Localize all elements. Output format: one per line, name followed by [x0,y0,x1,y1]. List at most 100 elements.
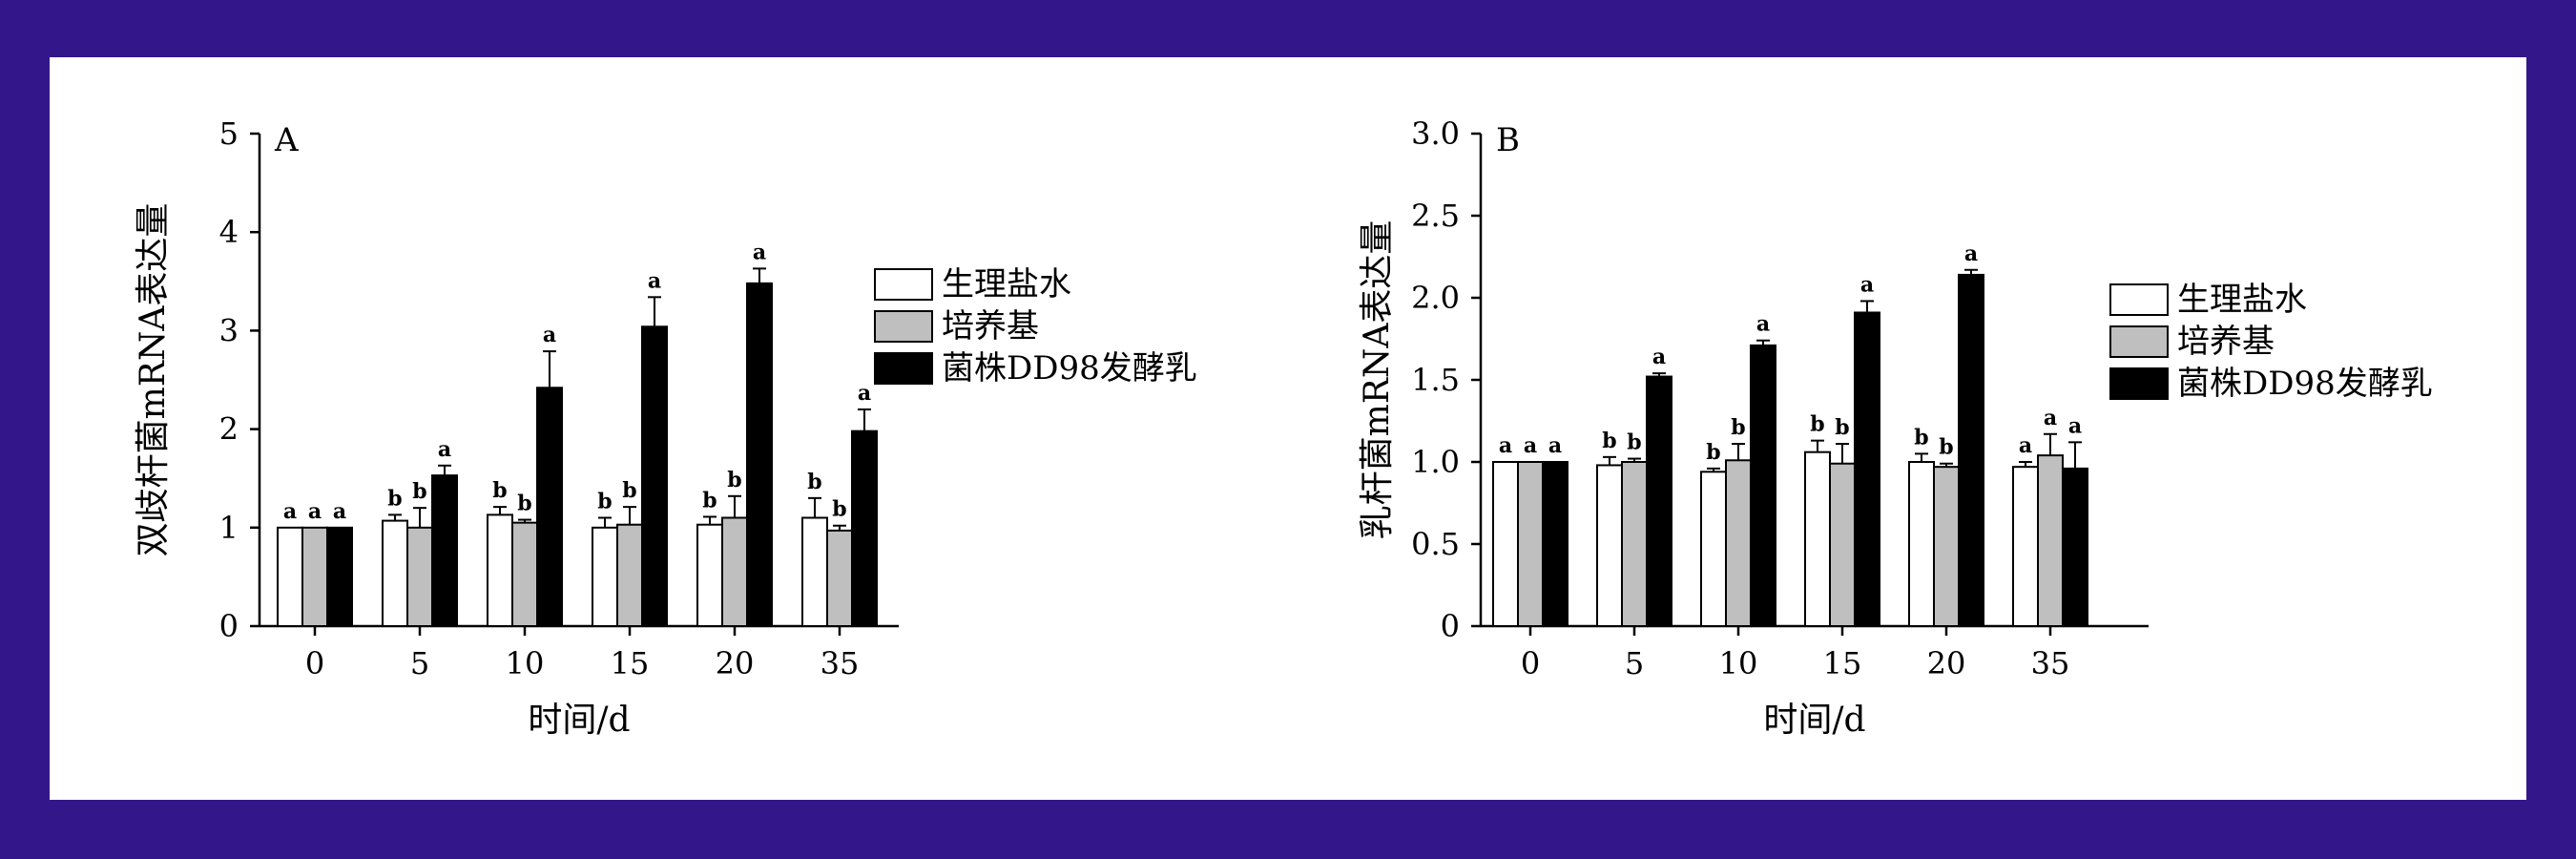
bar-1 [1492,461,1519,627]
significance-letter: a [283,499,297,524]
bar-1 [1908,461,1935,627]
bar-3 [2062,467,2088,627]
x-tick-label: 10 [1719,645,1758,681]
bar-3 [326,526,353,627]
y-tick-label: 4 [219,214,239,250]
x-axis-title: 时间/d [1763,701,1865,740]
significance-letter: a [1860,272,1874,297]
legend-label: 菌株DD98发酵乳 [942,349,1197,388]
significance-letter: a [1524,433,1537,458]
bar-3 [1958,273,1984,627]
bar-1 [487,513,513,627]
bar-3 [1750,344,1776,627]
significance-letter: b [702,488,717,513]
bar-2 [2037,454,2064,627]
bar-2 [1725,459,1752,627]
legend-swatch [2109,283,2169,316]
bar-2 [406,526,433,627]
figure-panel: 0 1 2 3 4 5 A 双歧杆菌mRNA表达量 0 a a a 5 b b a 10 b b a 15 b b a 20 b b… [50,57,2526,800]
legend-swatch [874,310,933,343]
x-tick-label: 15 [1823,645,1862,681]
bar-2 [616,523,643,628]
legend-label: 菌株DD98发酵乳 [2177,365,2433,403]
legend-label: 培养基 [2177,323,2275,361]
x-tick-label: 15 [611,645,650,681]
y-tick-label: 5 [219,115,239,152]
significance-letter: b [1835,415,1849,440]
bar-2 [1829,462,1856,627]
x-tick-label: 35 [821,645,860,681]
significance-letter: a [308,499,322,524]
significance-letter: a [1548,433,1562,458]
y-tick-label: 2 [219,411,239,448]
bar-2 [721,516,748,628]
bar-1 [2012,466,2039,627]
significance-letter: b [1939,435,1953,460]
y-tick-label: 3 [219,312,239,348]
significance-letter: b [597,489,612,513]
significance-letter: a [438,437,451,462]
significance-letter: b [1810,412,1824,437]
y-tick-label: 1 [219,510,239,546]
significance-letter: b [1731,415,1745,440]
x-tick-label: 10 [506,645,545,681]
bar-2 [1621,461,1648,627]
significance-letter: b [1706,440,1720,465]
bar-1 [1700,471,1727,627]
significance-letter: a [543,323,556,347]
legend-label: 生理盐水 [2177,281,2307,319]
y-tick-label: 2.0 [1411,280,1460,316]
bar-2 [826,529,853,627]
y-tick-label: 0.5 [1411,526,1460,562]
bar-1 [801,516,828,628]
significance-letter: b [622,478,636,503]
significance-letter: a [1756,312,1770,337]
significance-letter: b [387,486,402,511]
y-tick-label: 1.5 [1411,362,1460,398]
significance-letter: b [492,478,507,503]
significance-letter: b [412,479,426,504]
y-tick-label: 3.0 [1411,115,1460,152]
bar-1 [1804,450,1831,627]
significance-letter: a [2068,413,2082,438]
bar-3 [1854,311,1880,627]
significance-letter: a [1964,241,1978,266]
y-tick-label: 2.5 [1411,198,1460,234]
legend-swatch [874,268,933,301]
significance-letter: b [1627,430,1641,455]
x-tick-label: 20 [1927,645,1966,681]
y-tick-label: 1.0 [1411,444,1460,480]
legend-swatch [2109,367,2169,400]
x-tick-label: 5 [1625,645,1644,681]
legend-swatch [874,352,933,385]
significance-letter: b [1602,429,1616,453]
x-tick-label: 5 [410,645,429,681]
bar-3 [1542,461,1568,627]
significance-letter: b [1914,425,1928,450]
legend-label: 生理盐水 [942,265,1071,304]
bar-2 [511,521,538,628]
bar-3 [641,325,668,627]
significance-letter: a [2019,433,2032,458]
x-tick-label: 0 [1521,645,1540,681]
significance-letter: a [858,381,871,406]
bar-1 [382,519,408,627]
panel-label: B [1496,121,1520,159]
bar-2 [301,526,328,627]
panel-label: A [274,121,299,159]
bar-1 [696,523,723,628]
y-tick-label: 0 [219,608,239,644]
bar-3 [536,387,563,628]
significance-letter: a [333,499,346,524]
bar-3 [431,474,458,627]
bar-2 [1517,461,1544,627]
significance-letter: a [1652,345,1666,369]
x-axis-title: 时间/d [528,701,630,740]
significance-letter: a [648,268,661,293]
bar-3 [746,282,773,627]
bar-1 [592,526,618,627]
legend-label: 培养基 [942,307,1039,346]
x-tick-label: 35 [2031,645,2070,681]
